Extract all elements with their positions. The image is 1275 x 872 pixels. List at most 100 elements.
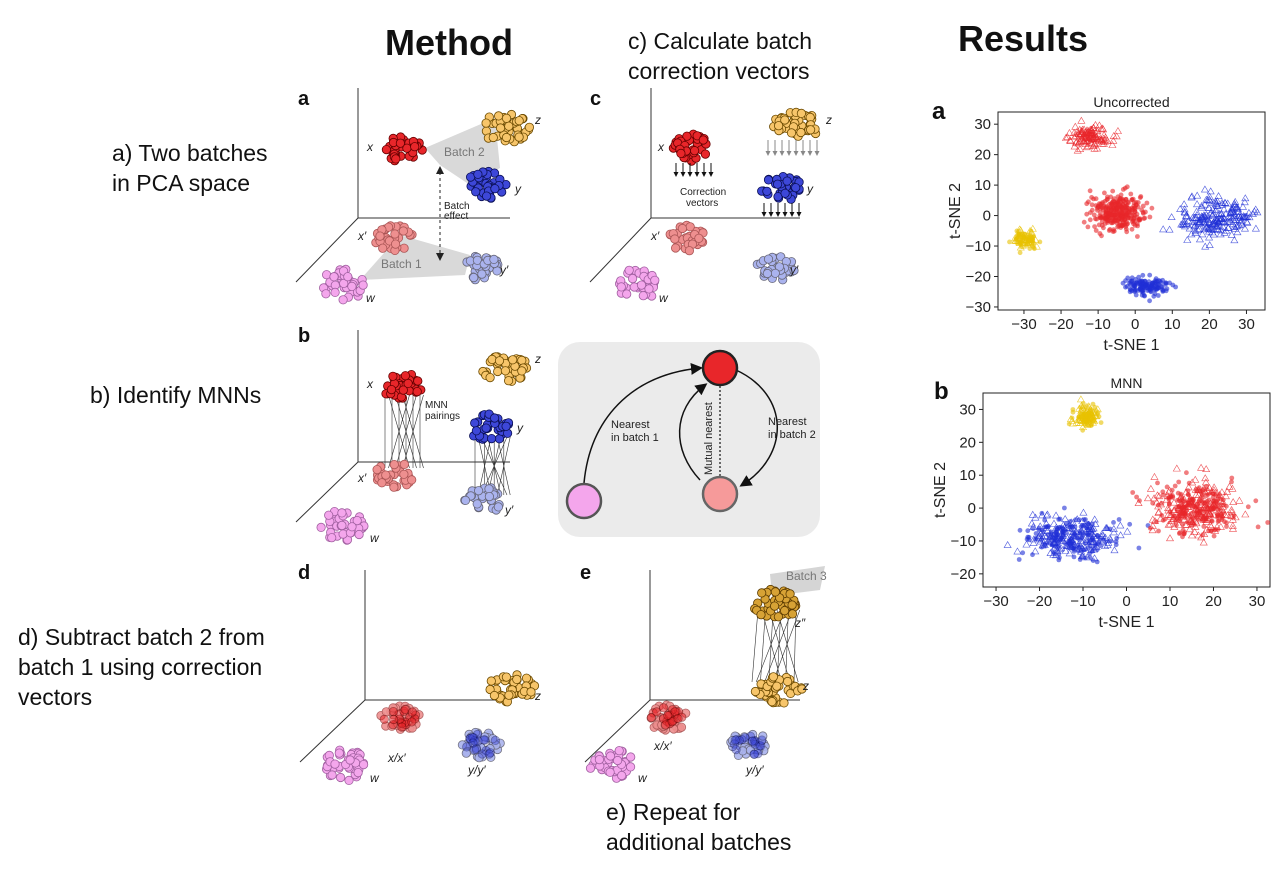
pb-cluster-xp-cell: [399, 459, 409, 469]
scatter-point: [1199, 512, 1205, 518]
scatter-point: [1189, 511, 1194, 516]
scatter-point: [1068, 419, 1077, 427]
scatter-point: [1159, 501, 1165, 506]
scatter-point: [1213, 498, 1219, 504]
scatter-point: [1191, 227, 1200, 235]
pd-cluster-w-cell: [358, 759, 369, 770]
cluster-yp: [462, 251, 503, 285]
scatter-point: [1103, 211, 1108, 217]
pe-cluster-zpp: [750, 584, 801, 622]
cluster-w-cell: [343, 272, 353, 282]
x-axis-label: t-SNE 1: [1103, 337, 1159, 354]
scatter-point: [1028, 224, 1037, 232]
scatter-point: [1143, 494, 1152, 502]
cluster-xp-cell: [375, 231, 385, 241]
scatter-point: [1234, 207, 1243, 215]
scatter-point: [1028, 510, 1037, 518]
cluster-z-cell: [504, 121, 514, 131]
mnn-node-lightred: [701, 475, 739, 513]
scatter-point: [1084, 142, 1093, 150]
scatter-point: [1203, 516, 1208, 522]
scatter-point: [1227, 230, 1236, 238]
pd-cluster-z-cell: [526, 687, 536, 697]
cluster-z-cell: [493, 111, 504, 121]
chart-title: MNN: [1111, 375, 1143, 391]
mnn-pair-line: [395, 394, 417, 469]
scatter-point: [1101, 542, 1110, 550]
scatter-point: [1106, 228, 1112, 233]
scatter-point: [1089, 421, 1094, 427]
pc-cluster-w-cell: [636, 280, 647, 290]
scatter-point: [1150, 500, 1156, 506]
scatter-point: [1142, 215, 1148, 221]
scatter-point: [1206, 187, 1215, 195]
scatter-point: [1019, 231, 1028, 239]
scatter-point: [1147, 272, 1153, 278]
scatter-point: [1085, 403, 1094, 411]
pd-cluster-y-cell: [481, 745, 491, 756]
scatter-point: [1066, 137, 1075, 145]
pb-cluster-y-cell: [494, 434, 504, 444]
pe-cluster-y-cell: [757, 735, 767, 745]
scatter-point: [1216, 518, 1222, 524]
scatter-point: [1223, 487, 1232, 495]
scatter-cluster: [1120, 272, 1178, 304]
nearest-batch2-label-2: in batch 2: [768, 429, 816, 441]
scatter-point: [1182, 212, 1191, 220]
scatter-point: [1144, 200, 1150, 206]
pb-cluster-x-cell: [388, 371, 398, 381]
scatter-point: [1081, 517, 1087, 523]
pb-z-label: z: [534, 352, 541, 366]
scatter-cluster: [1007, 224, 1043, 256]
correction-label-1: Correction: [680, 187, 726, 198]
scatter-point: [1104, 197, 1110, 203]
scatter-point: [1204, 204, 1213, 211]
pc-cluster-w-cell: [650, 275, 660, 285]
scatter-point: [1164, 504, 1173, 512]
panel-c-letter: c: [590, 88, 602, 110]
batch3-pair-line: [760, 609, 766, 683]
scatter-point: [1094, 547, 1100, 553]
scatter-point: [1170, 282, 1176, 288]
pd-cluster-w-cell: [344, 775, 354, 786]
scatter-point: [1051, 537, 1061, 545]
batch3-pair-line: [776, 609, 782, 683]
scatter-point: [1233, 204, 1242, 212]
scatter-point: [1190, 528, 1199, 535]
scatter-point: [1200, 200, 1209, 208]
pe-cluster-y-cell: [750, 739, 760, 750]
scatter-cluster: [1066, 395, 1104, 433]
pd-cluster-w-cell: [327, 770, 337, 780]
scatter-point: [1177, 220, 1186, 228]
scatter-point: [1170, 522, 1179, 530]
pe-cluster-x-cell: [652, 707, 662, 717]
scatter-point: [1201, 242, 1210, 250]
scatter-point: [1153, 491, 1162, 499]
scatter-point: [1154, 508, 1163, 516]
scatter-point: [1181, 514, 1187, 520]
scatter-point: [1020, 550, 1026, 556]
scatter-point: [1228, 515, 1237, 523]
scatter-point: [1109, 524, 1118, 532]
pa-xp-label: x′: [357, 229, 367, 243]
scatter-point: [1176, 508, 1185, 516]
scatter-point: [1042, 533, 1051, 540]
cluster-w-cell: [330, 287, 340, 297]
x-tick-label: 0: [1122, 593, 1130, 610]
scatter-point: [1187, 517, 1196, 525]
scatter-point: [1127, 287, 1133, 292]
scatter-point: [1184, 483, 1193, 491]
scatter-point: [1211, 533, 1217, 539]
scatter-point: [1150, 472, 1159, 480]
y-tick-label: 20: [974, 147, 991, 164]
scatter-point: [1251, 224, 1260, 232]
correction-vector-head: [761, 212, 767, 217]
pe-cluster-w-cell: [626, 752, 636, 762]
scatter-point: [1253, 498, 1259, 504]
pb-cluster-z-cell: [493, 366, 503, 377]
x-tick-label: −10: [1070, 593, 1095, 610]
pd-cluster-x-cell: [388, 714, 399, 725]
scatter-point: [1159, 225, 1168, 233]
pc-xp-label: x′: [650, 229, 660, 243]
cluster-y: [465, 166, 511, 203]
